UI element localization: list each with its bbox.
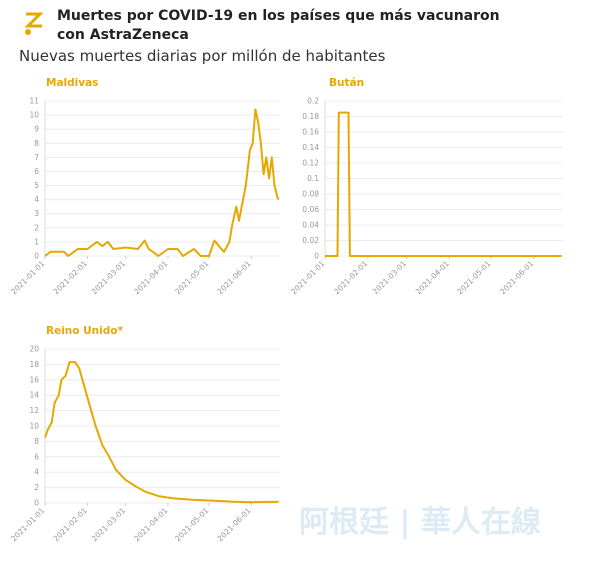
y-tick-label: 0.1 [307, 174, 319, 183]
x-tick-label: 2021-06-01 [498, 259, 535, 296]
y-tick-label: 1 [34, 237, 39, 246]
x-tick-label: 2021-02-01 [52, 259, 89, 296]
data-line [44, 108, 280, 257]
y-tick-label: 10 [29, 422, 39, 431]
y-tick-label: 18 [29, 360, 39, 369]
x-tick-label: 2021-01-01 [9, 259, 46, 296]
x-tick-label: 2021-04-01 [414, 259, 451, 296]
x-tick-label: 2021-06-01 [216, 259, 253, 296]
y-tick-label: 16 [29, 375, 39, 384]
y-tick-label: 3 [34, 209, 39, 218]
y-tick-label: 11 [29, 97, 39, 106]
x-tick-label: 2021-06-01 [216, 506, 253, 543]
x-tick-label: 2021-04-01 [132, 259, 169, 296]
y-tick-label: 6 [34, 167, 39, 176]
chart-title: Reino Unido* [46, 325, 123, 337]
x-tick-label: 2021-05-01 [455, 259, 492, 296]
y-tick-label: 0 [34, 499, 39, 508]
x-tick-label: 2021-02-01 [332, 259, 369, 296]
y-tick-label: 0.08 [302, 190, 319, 199]
y-tick-label: 12 [29, 406, 39, 415]
x-tick-label: 2021-03-01 [90, 259, 127, 296]
y-tick-label: 0 [34, 252, 39, 261]
y-tick-label: 7 [34, 153, 39, 162]
title: Muertes por COVID-19 en los países que m… [57, 8, 500, 43]
y-tick-label: 5 [34, 181, 39, 190]
x-tick-label: 2021-02-01 [52, 506, 89, 543]
x-tick-label: 2021-03-01 [90, 506, 127, 543]
subtitle: Nuevas muertes diarias por millón de hab… [19, 47, 386, 65]
watermark: 阿根廷 | 華人在線 [299, 505, 541, 540]
x-tick-label: 2021-05-01 [173, 506, 210, 543]
x-tick-label: 2021-04-01 [132, 506, 169, 543]
y-tick-label: 2 [34, 223, 39, 232]
y-tick-label: 8 [34, 437, 39, 446]
y-tick-label: 0 [314, 252, 319, 261]
y-tick-label: 0.06 [302, 205, 319, 214]
chart-title: Bután [329, 77, 364, 89]
x-tick-label: 2021-01-01 [289, 259, 326, 296]
y-tick-label: 0.12 [302, 159, 319, 168]
y-tick-label: 0.02 [302, 236, 319, 245]
y-tick-label: 0.2 [307, 97, 319, 106]
x-tick-label: 2021-01-01 [9, 506, 46, 543]
y-tick-label: 4 [34, 195, 39, 204]
logo [24, 12, 44, 35]
y-tick-label: 14 [29, 391, 39, 400]
y-tick-label: 0.04 [302, 221, 319, 230]
data-line [44, 361, 279, 504]
chart-title: Maldivas [46, 77, 98, 89]
y-tick-label: 2 [34, 483, 39, 492]
y-tick-label: 0.16 [302, 128, 319, 137]
x-tick-label: 2021-03-01 [371, 259, 408, 296]
y-tick-label: 0.14 [302, 143, 319, 152]
y-tick-label: 9 [34, 125, 39, 134]
y-tick-label: 4 [34, 468, 39, 477]
y-tick-label: 0.18 [302, 112, 319, 121]
data-line [325, 111, 562, 257]
y-tick-label: 20 [29, 345, 39, 354]
y-tick-label: 8 [34, 139, 39, 148]
y-tick-label: 6 [34, 452, 39, 461]
y-tick-label: 10 [29, 111, 39, 120]
x-tick-label: 2021-05-01 [173, 259, 210, 296]
